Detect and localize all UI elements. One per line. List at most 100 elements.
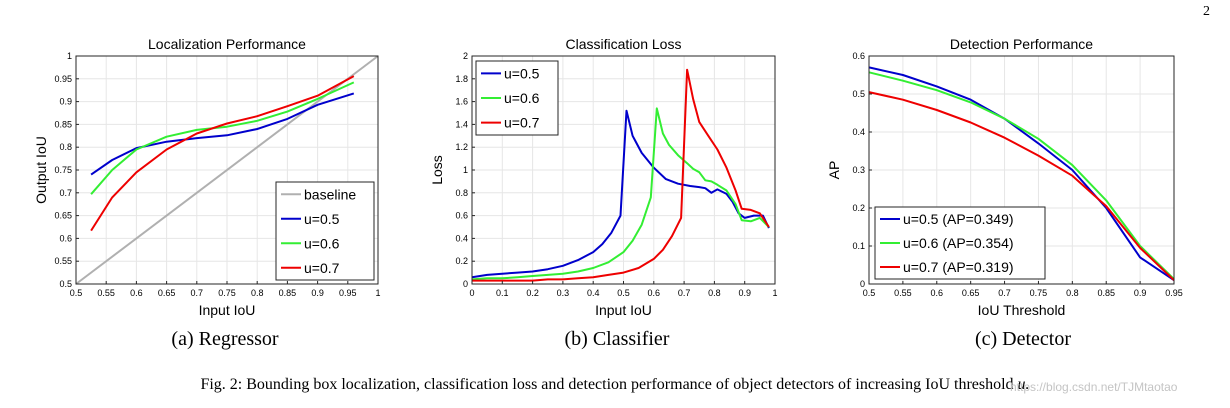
chart1-ylabel: Output IoU	[33, 136, 49, 204]
subcaption-a: (a) Regressor	[171, 328, 279, 350]
chart3-ytick-label: 0.1	[852, 241, 865, 251]
figure-caption-text: Fig. 2: Bounding box localization, class…	[200, 376, 1014, 393]
subcaption-b: (b) Classifier	[564, 328, 670, 350]
chart3-xtick-label: 0.6	[931, 288, 944, 298]
chart2-xlabel: Input IoU	[595, 302, 652, 318]
chart2-xtick-label: 1	[772, 288, 777, 298]
chart3-legend-box	[874, 206, 1046, 280]
chart3-ytick-label: 0	[860, 279, 865, 289]
chart1-xtick-label: 0.9	[311, 288, 324, 298]
chart1-ytick-label: 0.7	[59, 188, 72, 198]
chart3-ytick-label: 0.4	[852, 127, 865, 137]
chart2-xtick-label: 0.4	[587, 288, 600, 298]
chart2-xtick-label: 0.7	[678, 288, 691, 298]
chart2-xtick-label: 0	[469, 288, 474, 298]
chart1-ytick-label: 0.55	[54, 256, 72, 266]
chart2-xtick-label: 0.5	[617, 288, 630, 298]
chart1-ytick-label: 0.95	[54, 74, 72, 84]
chart2-ytick-label: 0.2	[455, 256, 468, 266]
chart1-xtick-label: 0.8	[251, 288, 264, 298]
subcaption-c: (c) Detector	[974, 328, 1072, 350]
chart3-xtick-label: 0.85	[1097, 288, 1115, 298]
chart1-title: Localization Performance	[148, 36, 306, 52]
chart1-xtick-label: 0.95	[339, 288, 357, 298]
chart3-xtick-label: 0.55	[894, 288, 912, 298]
chart2-xtick-label: 0.1	[496, 288, 509, 298]
chart3-series-u-0-5-ap-0-349-	[868, 66, 1175, 282]
chart1-xtick-label: 0.6	[130, 288, 143, 298]
chart2-series-u-0-5	[471, 109, 770, 279]
chart1-ytick-label: 0.65	[54, 211, 72, 221]
chart1-ytick-label: 0.9	[59, 97, 72, 107]
chart3-ylabel: AP	[826, 161, 842, 180]
chart1-legend-label: u=0.6	[304, 235, 340, 251]
chart1-xtick-label: 0.85	[279, 288, 297, 298]
chart1-legend-label: u=0.5	[304, 211, 340, 227]
chart2-ytick-label: 1.2	[455, 142, 468, 152]
chart1-xtick-label: 0.65	[158, 288, 176, 298]
chart3-xtick-label: 0.9	[1134, 288, 1147, 298]
chart1-series-u-0-5	[90, 92, 355, 176]
chart1-ytick-label: 0.6	[59, 233, 72, 243]
chart1-ytick-label: 0.8	[59, 142, 72, 152]
chart1-xlabel: Input IoU	[199, 302, 256, 318]
chart2-ytick-label: 0.8	[455, 188, 468, 198]
chart3-series-u-0-7-ap-0-319-	[868, 91, 1175, 281]
chart2-ytick-label: 2	[463, 51, 468, 61]
chart2-ytick-label: 0.6	[455, 211, 468, 221]
chart3-ytick-label: 0.3	[852, 165, 865, 175]
chart2-ytick-label: 1	[463, 165, 468, 175]
chart3-xtick-label: 0.8	[1066, 288, 1079, 298]
chart3-series-u-0-6-ap-0-354-	[868, 71, 1175, 280]
chart2-title: Classification Loss	[566, 36, 682, 52]
chart3-xtick-label: 0.7	[998, 288, 1011, 298]
chart2-ytick-label: 0.4	[455, 233, 468, 243]
watermark: https://blog.csdn.net/TJMtaotao	[1010, 380, 1178, 394]
chart1-ytick-label: 0.85	[54, 119, 72, 129]
chart1-legend-box	[275, 181, 375, 281]
chart2-xtick-label: 0.2	[526, 288, 539, 298]
chart3-ytick-label: 0.5	[852, 89, 865, 99]
chart1-xtick-label: 1	[375, 288, 380, 298]
chart3-legend-label: u=0.5 (AP=0.349)	[903, 211, 1014, 227]
chart3-legend-label: u=0.6 (AP=0.354)	[903, 235, 1014, 251]
chart1-xtick-label: 0.7	[191, 288, 204, 298]
chart2-legend-label: u=0.5	[504, 65, 540, 81]
chart2-xtick-label: 0.3	[557, 288, 570, 298]
chart3-xtick-label: 0.95	[1165, 288, 1183, 298]
chart3-xtick-label: 0.5	[863, 288, 876, 298]
figure-caption-variable: u.	[1017, 376, 1030, 393]
chart2-ytick-label: 1.8	[455, 74, 468, 84]
chart2-ytick-label: 0	[463, 279, 468, 289]
chart2-legend-label: u=0.6	[504, 90, 540, 106]
chart2-ylabel: Loss	[429, 155, 445, 185]
chart2-ytick-label: 1.4	[455, 119, 468, 129]
chart3-xlabel: IoU Threshold	[978, 302, 1066, 318]
chart1-xtick-label: 0.5	[70, 288, 83, 298]
charts-canvas: 0.5 0.55 0.6 0.65 0.7 0.75 0.8 0.85 0.9 0.95 10.50…	[33, 36, 1183, 318]
chart3-legend-label: u=0.7 (AP=0.319)	[903, 259, 1014, 275]
chart2-xtick-label: 0.9	[738, 288, 751, 298]
chart1-ytick-label: 1	[67, 51, 72, 61]
page-number: 2	[1203, 4, 1210, 19]
chart3-xtick-label: 0.75	[1030, 288, 1048, 298]
chart3-ytick-label: 0.6	[852, 51, 865, 61]
chart3-ytick-label: 0.2	[852, 203, 865, 213]
chart1-xtick-label: 0.55	[97, 288, 115, 298]
chart3-title: Detection Performance	[950, 36, 1093, 52]
chart1-ytick-label: 0.5	[59, 279, 72, 289]
chart1-legend-label: u=0.7	[304, 260, 340, 276]
chart2-legend-label: u=0.7	[504, 115, 540, 131]
chart2-series-u-0-7	[472, 68, 770, 282]
chart1-legend-label: baseline	[304, 186, 356, 202]
chart1-xtick-label: 0.75	[218, 288, 236, 298]
chart1-ytick-label: 0.75	[54, 165, 72, 175]
chart2-xtick-label: 0.8	[708, 288, 721, 298]
chart3-xtick-label: 0.65	[962, 288, 980, 298]
figure-caption: Fig. 2: Bounding box localization, class…	[0, 376, 1230, 394]
chart2-series-u-0-6	[471, 107, 770, 281]
chart2-xtick-label: 0.6	[648, 288, 661, 298]
chart2-ytick-label: 1.6	[455, 97, 468, 107]
chart1-series-u-0-7	[90, 75, 355, 232]
